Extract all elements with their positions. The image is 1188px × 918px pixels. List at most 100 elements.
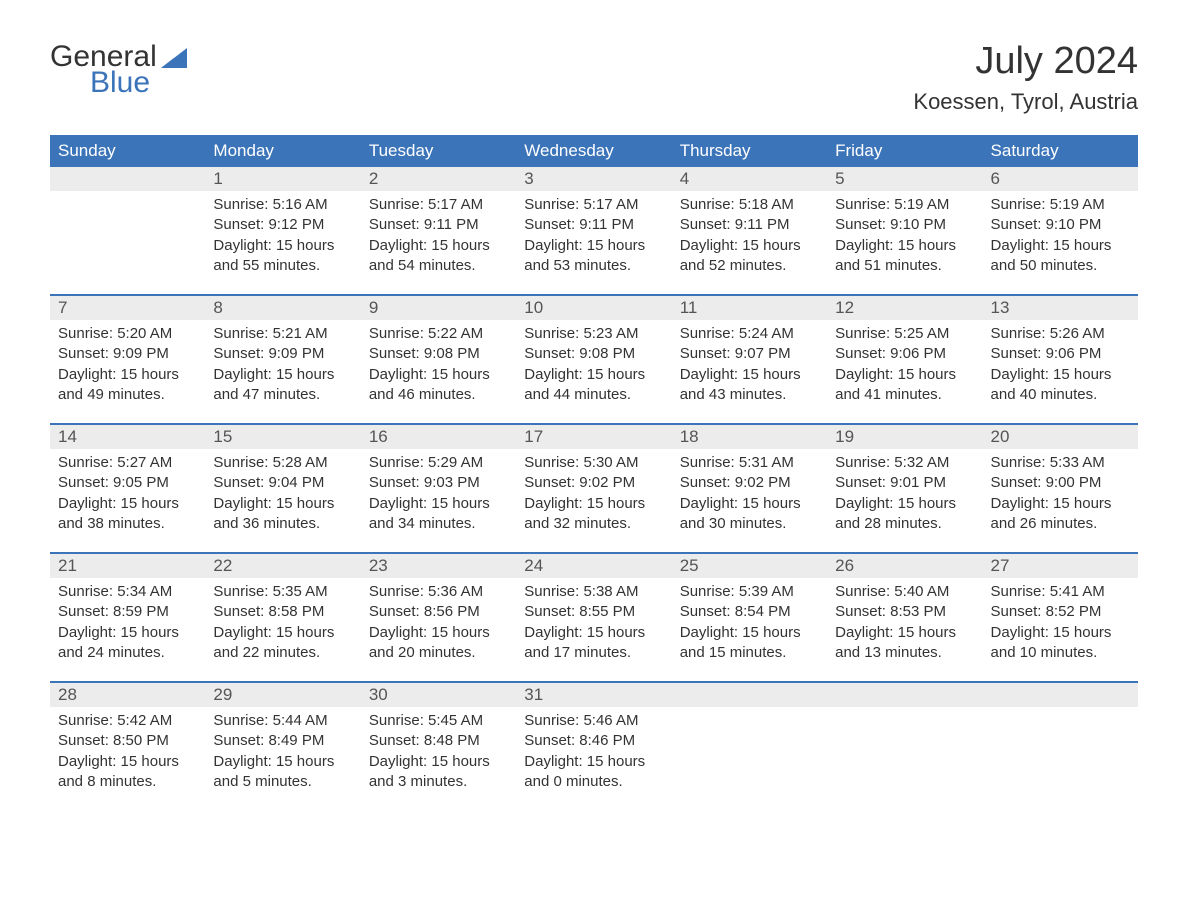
sunset-text: Sunset: 9:12 PM	[213, 215, 352, 235]
sunrise-text: Sunrise: 5:41 AM	[991, 582, 1130, 602]
day-cell: 28Sunrise: 5:42 AMSunset: 8:50 PMDayligh…	[50, 683, 205, 810]
daylight-text: Daylight: 15 hours and 22 minutes.	[213, 623, 352, 664]
day-cell: 14Sunrise: 5:27 AMSunset: 9:05 PMDayligh…	[50, 425, 205, 552]
day-content: Sunrise: 5:24 AMSunset: 9:07 PMDaylight:…	[672, 320, 827, 423]
daylight-text: Daylight: 15 hours and 17 minutes.	[524, 623, 663, 664]
day-cell: 15Sunrise: 5:28 AMSunset: 9:04 PMDayligh…	[205, 425, 360, 552]
week-row: 1Sunrise: 5:16 AMSunset: 9:12 PMDaylight…	[50, 167, 1138, 294]
day-number: 9	[361, 296, 516, 320]
sunrise-text: Sunrise: 5:27 AM	[58, 453, 197, 473]
day-cell: 19Sunrise: 5:32 AMSunset: 9:01 PMDayligh…	[827, 425, 982, 552]
sunset-text: Sunset: 9:05 PM	[58, 473, 197, 493]
daylight-text: Daylight: 15 hours and 55 minutes.	[213, 236, 352, 277]
day-content: Sunrise: 5:31 AMSunset: 9:02 PMDaylight:…	[672, 449, 827, 552]
day-number: 19	[827, 425, 982, 449]
sunrise-text: Sunrise: 5:33 AM	[991, 453, 1130, 473]
day-content: Sunrise: 5:32 AMSunset: 9:01 PMDaylight:…	[827, 449, 982, 552]
day-cell: 8Sunrise: 5:21 AMSunset: 9:09 PMDaylight…	[205, 296, 360, 423]
sunset-text: Sunset: 9:10 PM	[991, 215, 1130, 235]
day-header: Thursday	[672, 135, 827, 167]
day-number: 29	[205, 683, 360, 707]
day-content: Sunrise: 5:16 AMSunset: 9:12 PMDaylight:…	[205, 191, 360, 294]
daylight-text: Daylight: 15 hours and 15 minutes.	[680, 623, 819, 664]
day-number: 11	[672, 296, 827, 320]
day-number: 18	[672, 425, 827, 449]
day-cell: 31Sunrise: 5:46 AMSunset: 8:46 PMDayligh…	[516, 683, 671, 810]
sunset-text: Sunset: 9:00 PM	[991, 473, 1130, 493]
day-content: Sunrise: 5:29 AMSunset: 9:03 PMDaylight:…	[361, 449, 516, 552]
day-content: Sunrise: 5:45 AMSunset: 8:48 PMDaylight:…	[361, 707, 516, 810]
title-block: July 2024 Koessen, Tyrol, Austria	[913, 40, 1138, 115]
day-content: Sunrise: 5:21 AMSunset: 9:09 PMDaylight:…	[205, 320, 360, 423]
day-content: Sunrise: 5:39 AMSunset: 8:54 PMDaylight:…	[672, 578, 827, 681]
day-cell: 16Sunrise: 5:29 AMSunset: 9:03 PMDayligh…	[361, 425, 516, 552]
daylight-text: Daylight: 15 hours and 34 minutes.	[369, 494, 508, 535]
day-content: Sunrise: 5:38 AMSunset: 8:55 PMDaylight:…	[516, 578, 671, 681]
sunrise-text: Sunrise: 5:30 AM	[524, 453, 663, 473]
calendar: SundayMondayTuesdayWednesdayThursdayFrid…	[50, 135, 1138, 810]
day-content: Sunrise: 5:23 AMSunset: 9:08 PMDaylight:…	[516, 320, 671, 423]
sunrise-text: Sunrise: 5:23 AM	[524, 324, 663, 344]
daylight-text: Daylight: 15 hours and 52 minutes.	[680, 236, 819, 277]
sunset-text: Sunset: 8:50 PM	[58, 731, 197, 751]
sunset-text: Sunset: 9:11 PM	[680, 215, 819, 235]
page-title: July 2024	[913, 40, 1138, 83]
daylight-text: Daylight: 15 hours and 53 minutes.	[524, 236, 663, 277]
sunset-text: Sunset: 9:06 PM	[835, 344, 974, 364]
sunset-text: Sunset: 8:58 PM	[213, 602, 352, 622]
day-cell: 6Sunrise: 5:19 AMSunset: 9:10 PMDaylight…	[983, 167, 1138, 294]
sunrise-text: Sunrise: 5:28 AM	[213, 453, 352, 473]
daylight-text: Daylight: 15 hours and 8 minutes.	[58, 752, 197, 793]
day-cell: 10Sunrise: 5:23 AMSunset: 9:08 PMDayligh…	[516, 296, 671, 423]
sunset-text: Sunset: 9:02 PM	[524, 473, 663, 493]
day-header: Tuesday	[361, 135, 516, 167]
day-header: Monday	[205, 135, 360, 167]
day-number: 15	[205, 425, 360, 449]
daylight-text: Daylight: 15 hours and 38 minutes.	[58, 494, 197, 535]
sunrise-text: Sunrise: 5:45 AM	[369, 711, 508, 731]
logo: General Blue	[50, 40, 187, 100]
daylight-text: Daylight: 15 hours and 47 minutes.	[213, 365, 352, 406]
daylight-text: Daylight: 15 hours and 20 minutes.	[369, 623, 508, 664]
day-content: Sunrise: 5:36 AMSunset: 8:56 PMDaylight:…	[361, 578, 516, 681]
day-number: 7	[50, 296, 205, 320]
day-content: Sunrise: 5:34 AMSunset: 8:59 PMDaylight:…	[50, 578, 205, 681]
sunset-text: Sunset: 9:08 PM	[369, 344, 508, 364]
daylight-text: Daylight: 15 hours and 54 minutes.	[369, 236, 508, 277]
daylight-text: Daylight: 15 hours and 13 minutes.	[835, 623, 974, 664]
day-number: 10	[516, 296, 671, 320]
sunset-text: Sunset: 9:08 PM	[524, 344, 663, 364]
day-content: Sunrise: 5:17 AMSunset: 9:11 PMDaylight:…	[516, 191, 671, 294]
week-row: 7Sunrise: 5:20 AMSunset: 9:09 PMDaylight…	[50, 294, 1138, 423]
sunrise-text: Sunrise: 5:40 AM	[835, 582, 974, 602]
sunrise-text: Sunrise: 5:36 AM	[369, 582, 508, 602]
logo-text-blue: Blue	[90, 66, 150, 100]
day-cell: 4Sunrise: 5:18 AMSunset: 9:11 PMDaylight…	[672, 167, 827, 294]
day-cell: 27Sunrise: 5:41 AMSunset: 8:52 PMDayligh…	[983, 554, 1138, 681]
sunrise-text: Sunrise: 5:20 AM	[58, 324, 197, 344]
daylight-text: Daylight: 15 hours and 28 minutes.	[835, 494, 974, 535]
day-cell: 11Sunrise: 5:24 AMSunset: 9:07 PMDayligh…	[672, 296, 827, 423]
sunrise-text: Sunrise: 5:17 AM	[524, 195, 663, 215]
day-number: 2	[361, 167, 516, 191]
sunset-text: Sunset: 9:03 PM	[369, 473, 508, 493]
sunset-text: Sunset: 8:53 PM	[835, 602, 974, 622]
sunset-text: Sunset: 8:55 PM	[524, 602, 663, 622]
day-cell: 12Sunrise: 5:25 AMSunset: 9:06 PMDayligh…	[827, 296, 982, 423]
sunset-text: Sunset: 9:06 PM	[991, 344, 1130, 364]
sunset-text: Sunset: 9:07 PM	[680, 344, 819, 364]
sunrise-text: Sunrise: 5:32 AM	[835, 453, 974, 473]
page-subtitle: Koessen, Tyrol, Austria	[913, 89, 1138, 115]
week-row: 21Sunrise: 5:34 AMSunset: 8:59 PMDayligh…	[50, 552, 1138, 681]
sunrise-text: Sunrise: 5:46 AM	[524, 711, 663, 731]
day-cell: 7Sunrise: 5:20 AMSunset: 9:09 PMDaylight…	[50, 296, 205, 423]
daylight-text: Daylight: 15 hours and 40 minutes.	[991, 365, 1130, 406]
daylight-text: Daylight: 15 hours and 44 minutes.	[524, 365, 663, 406]
sunset-text: Sunset: 9:01 PM	[835, 473, 974, 493]
sunset-text: Sunset: 8:46 PM	[524, 731, 663, 751]
daylight-text: Daylight: 15 hours and 49 minutes.	[58, 365, 197, 406]
day-cell: 29Sunrise: 5:44 AMSunset: 8:49 PMDayligh…	[205, 683, 360, 810]
sunset-text: Sunset: 8:54 PM	[680, 602, 819, 622]
day-number: 23	[361, 554, 516, 578]
day-cell: 3Sunrise: 5:17 AMSunset: 9:11 PMDaylight…	[516, 167, 671, 294]
